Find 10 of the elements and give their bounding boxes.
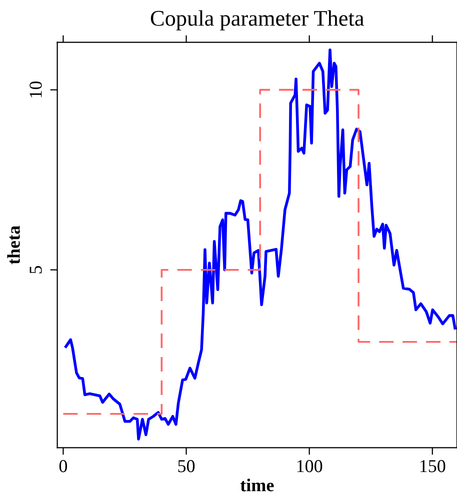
y-tick-label: 5 bbox=[30, 266, 42, 274]
x-tick-label: 100 bbox=[297, 460, 322, 472]
x-tick-label: 0 bbox=[59, 460, 68, 472]
y-axis-title: theta bbox=[7, 226, 20, 264]
x-axis-title: time bbox=[240, 478, 274, 492]
chart-title: Copula parameter Theta bbox=[150, 10, 364, 30]
x-tick-label: 50 bbox=[178, 460, 195, 472]
y-tick-label: 10 bbox=[30, 81, 42, 98]
x-tick-label: 150 bbox=[420, 460, 446, 472]
line-series bbox=[64, 48, 456, 440]
